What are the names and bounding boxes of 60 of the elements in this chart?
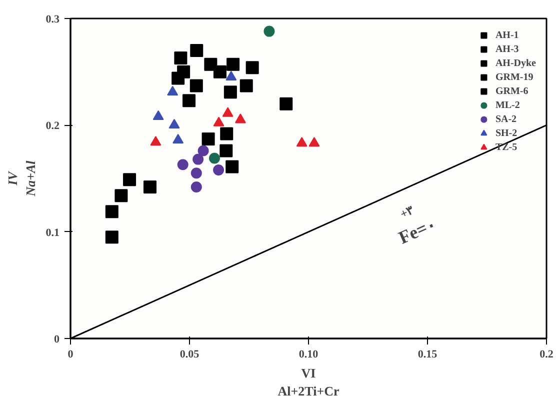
point (264, 26, 275, 37)
legend-label: GRM-6 (495, 85, 528, 97)
annotation: +۳ (398, 202, 416, 222)
legend-label: ML-2 (495, 99, 520, 111)
x-axis-title: VI Al+2Ti+Cr (278, 366, 340, 398)
point (152, 110, 164, 120)
y-axis-title: IV Na+Al (4, 160, 38, 198)
point (190, 44, 204, 57)
point (105, 230, 118, 244)
x-tick-label: 0 (68, 348, 74, 360)
legend-label: GRM-19 (495, 71, 534, 83)
y-tick-label: 0.3 (46, 14, 60, 26)
y-tick-label: 0 (54, 334, 60, 346)
x-tick-label: 0.2 (540, 348, 554, 360)
point (190, 182, 202, 193)
point (226, 58, 240, 71)
point (105, 205, 118, 218)
legend-label: SA-2 (495, 113, 517, 125)
legend-label: AH-3 (495, 43, 519, 55)
point (190, 79, 203, 92)
point (182, 94, 196, 108)
point (172, 134, 184, 144)
legend-label: AH-Dyke (495, 57, 536, 69)
point (220, 127, 234, 140)
point (226, 160, 239, 174)
point (224, 86, 237, 99)
point (167, 86, 178, 96)
point (114, 189, 128, 202)
point (226, 70, 237, 81)
point (192, 154, 204, 165)
x-tick-label: 0.15 (418, 348, 438, 360)
point (202, 132, 215, 146)
legend-label: AH-1 (495, 29, 519, 41)
point (150, 136, 162, 146)
legend-label: SH-2 (495, 127, 518, 139)
x-tick-label: 0.10 (298, 348, 319, 360)
point (123, 173, 136, 186)
point (174, 51, 188, 64)
point (190, 168, 202, 179)
point (177, 159, 188, 170)
y-tick-label: 0.1 (46, 226, 60, 239)
legend-label: TZ-5 (495, 141, 518, 153)
point (213, 65, 226, 78)
point (234, 114, 246, 124)
point (280, 97, 293, 110)
point (220, 144, 233, 158)
point (172, 72, 185, 85)
point (246, 61, 259, 74)
point (308, 137, 320, 147)
point (208, 152, 220, 164)
point (213, 164, 224, 176)
point (296, 137, 308, 147)
point (168, 118, 180, 129)
point (213, 116, 224, 126)
point (143, 180, 156, 194)
point (240, 79, 253, 92)
point (222, 107, 234, 117)
x-tick-label: 0.05 (180, 348, 200, 360)
y-tick-label: 0.2 (46, 120, 60, 132)
point (198, 145, 209, 156)
